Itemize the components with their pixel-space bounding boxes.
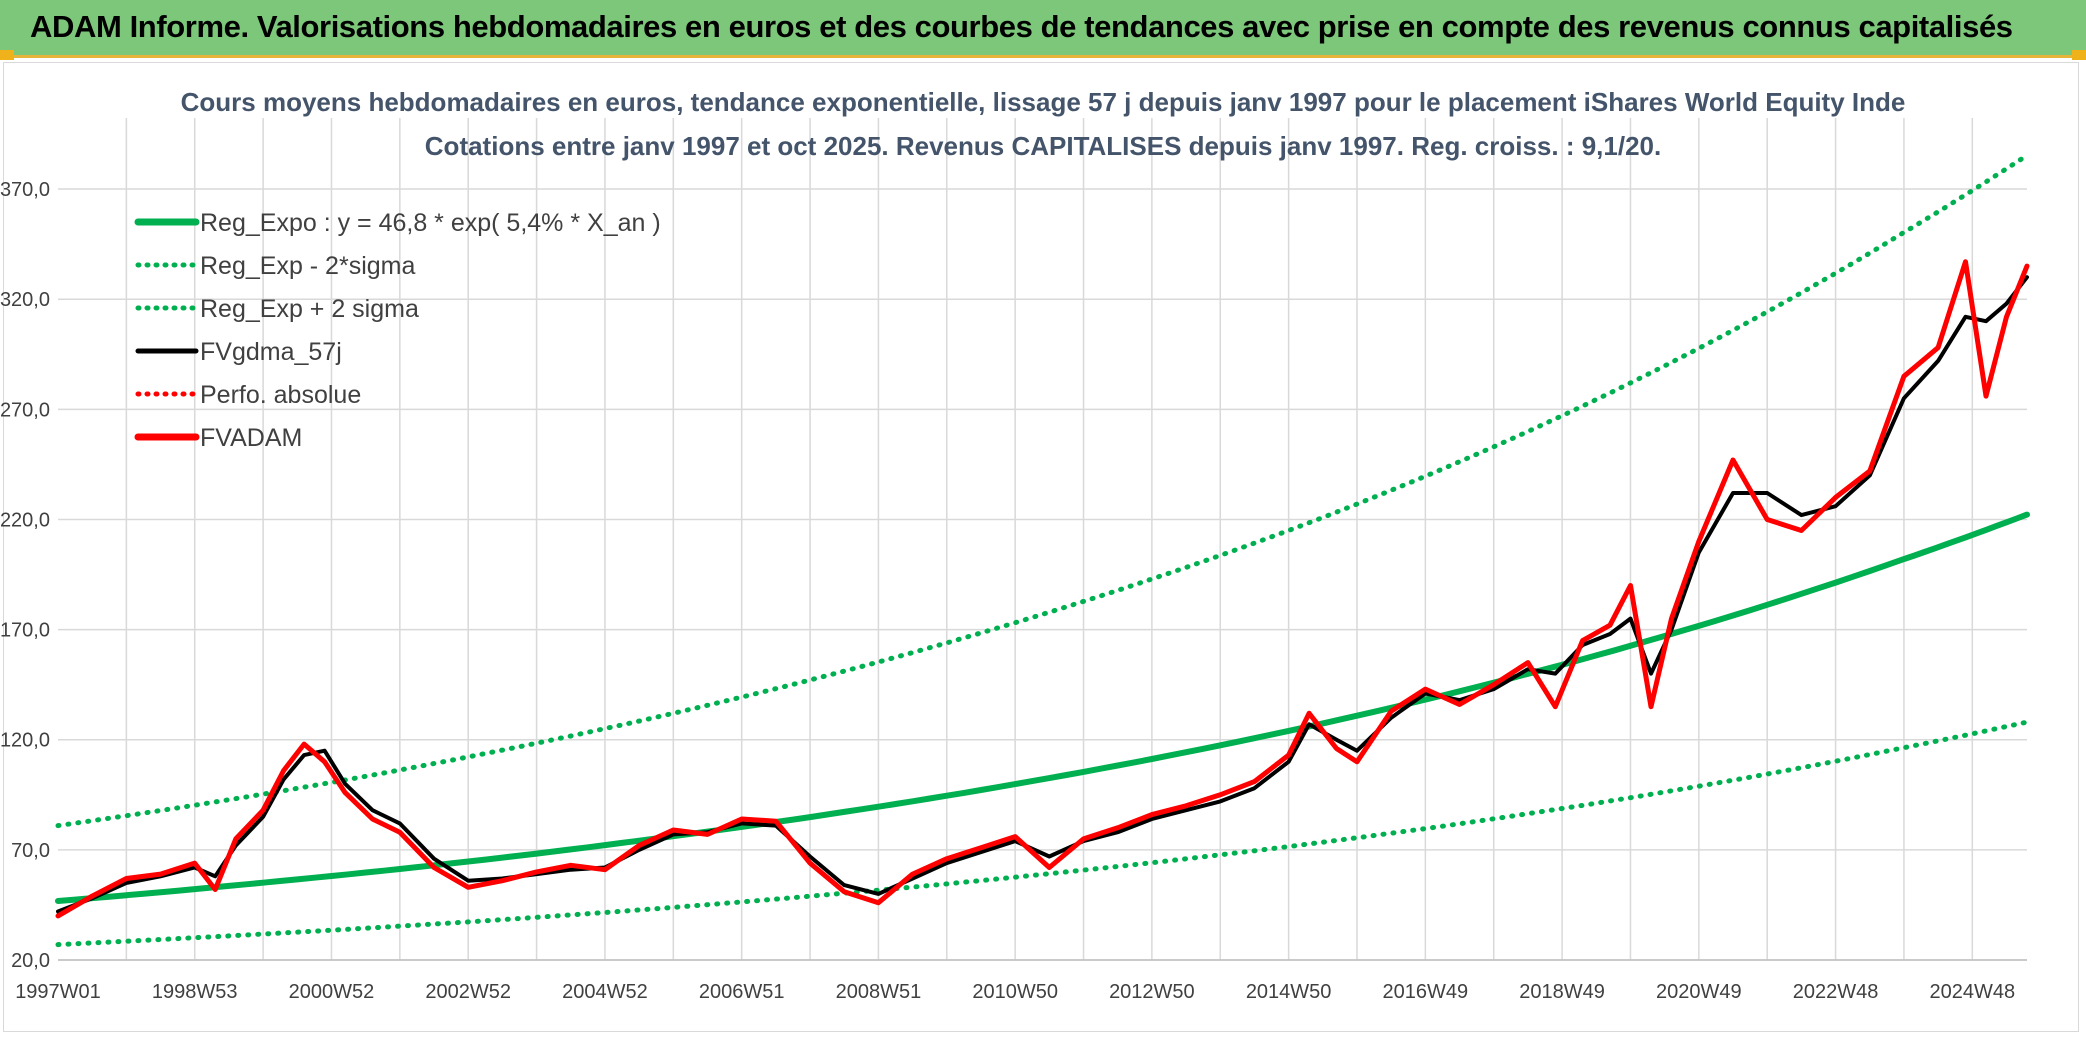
x-tick-label: 2018W49 <box>1519 981 1605 1003</box>
x-tick-label: 2024W48 <box>1929 981 2015 1003</box>
x-tick-label: 2014W50 <box>1246 981 1332 1003</box>
x-tick-label: 2004W52 <box>562 981 648 1003</box>
x-tick-label: 2022W48 <box>1793 981 1879 1003</box>
series-line-fvgdma-57j <box>56 275 2029 914</box>
x-tick-label: 1998W53 <box>152 981 238 1003</box>
x-tick-label: 2010W50 <box>972 981 1058 1003</box>
y-tick-label: 320,0 <box>0 289 50 311</box>
chart-subtitle: Cotations entre janv 1997 et oct 2025. R… <box>425 131 1661 161</box>
series-line-reg-exp-2-sigma <box>55 152 2030 829</box>
chart-title: Cours moyens hebdomadaires en euros, ten… <box>181 87 1906 117</box>
legend-label: FVADAM <box>200 424 302 452</box>
y-tick-label: 20,0 <box>11 950 50 972</box>
legend-label: FVgdma_57j <box>200 338 342 366</box>
header-banner: ADAM Informe. Valorisations hebdomadaire… <box>0 0 2086 58</box>
y-tick-label: 70,0 <box>11 840 50 862</box>
x-tick-label: 1997W01 <box>15 981 101 1003</box>
y-tick-label: 370,0 <box>0 179 50 201</box>
legend-label: Perfo. absolue <box>200 381 361 409</box>
x-tick-label: 2000W52 <box>289 981 375 1003</box>
y-axis-ticks: 20,0 70,0 120,0 170,0 220,0 270,0 320,0 370,0 <box>0 179 50 972</box>
corner-marker-left <box>0 50 14 60</box>
y-tick-label: 220,0 <box>0 509 50 531</box>
gridlines <box>58 118 2027 961</box>
x-tick-label: 2002W52 <box>425 981 511 1003</box>
x-tick-label: 2006W51 <box>699 981 785 1003</box>
y-tick-label: 170,0 <box>0 620 50 642</box>
series-line-reg-expo <box>55 511 2030 904</box>
legend-label: Reg_Exp - 2*sigma <box>200 252 415 280</box>
series-group <box>55 152 2030 948</box>
y-tick-label: 120,0 <box>0 730 50 752</box>
chart-frame <box>3 62 2079 1032</box>
series-line-reg-exp-2-sigma <box>55 719 2030 948</box>
corner-marker-right <box>2072 50 2086 60</box>
x-tick-label: 2020W49 <box>1656 981 1742 1003</box>
series-line-fvadam <box>55 259 2030 919</box>
y-tick-label: 270,0 <box>0 399 50 421</box>
legend-label: Reg_Exp + 2 sigma <box>200 295 419 323</box>
x-axis-ticks: 1997W01 1998W53 2000W52 2002W52 2004W52 2006W… <box>15 981 2015 1003</box>
legend: Reg_Expo : y = 46,8 * exp( 5,4% * X_an )… <box>134 209 661 452</box>
x-tick-label: 2008W51 <box>836 981 922 1003</box>
x-tick-label: 2012W50 <box>1109 981 1195 1003</box>
legend-label: Reg_Expo : y = 46,8 * exp( 5,4% * X_an ) <box>200 209 661 237</box>
x-tick-label: 2016W49 <box>1383 981 1469 1003</box>
report-title: ADAM Informe. Valorisations hebdomadaire… <box>30 9 2013 44</box>
